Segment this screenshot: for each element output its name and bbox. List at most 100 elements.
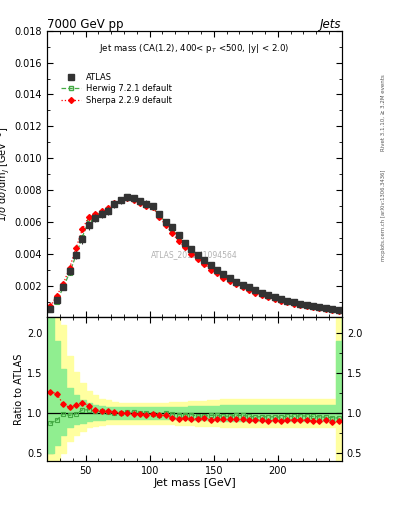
Sherpa 2.2.9 default	[323, 306, 328, 312]
ATLAS	[317, 304, 322, 310]
Herwig 7.2.1 default	[253, 289, 258, 295]
ATLAS	[266, 292, 270, 298]
Sherpa 2.2.9 default	[311, 304, 316, 310]
ATLAS	[151, 203, 155, 209]
ATLAS	[73, 251, 78, 258]
Herwig 7.2.1 default	[163, 219, 168, 225]
Herwig 7.2.1 default	[99, 209, 104, 216]
Sherpa 2.2.9 default	[266, 294, 270, 300]
ATLAS	[311, 303, 316, 309]
Herwig 7.2.1 default	[215, 268, 219, 274]
ATLAS	[183, 240, 187, 246]
ATLAS	[170, 224, 174, 230]
ATLAS	[202, 257, 206, 263]
ATLAS	[272, 294, 277, 300]
Sherpa 2.2.9 default	[119, 197, 123, 203]
Herwig 7.2.1 default	[54, 298, 59, 305]
ATLAS	[125, 194, 130, 200]
Herwig 7.2.1 default	[86, 218, 91, 224]
Herwig 7.2.1 default	[323, 306, 328, 312]
Herwig 7.2.1 default	[48, 307, 53, 313]
Sherpa 2.2.9 default	[48, 303, 53, 309]
Herwig 7.2.1 default	[304, 303, 309, 309]
Herwig 7.2.1 default	[292, 300, 296, 306]
Herwig 7.2.1 default	[336, 307, 341, 313]
Herwig 7.2.1 default	[80, 233, 85, 240]
Herwig 7.2.1 default	[112, 201, 117, 207]
Herwig 7.2.1 default	[61, 285, 66, 291]
Text: mcplots.cern.ch [arXiv:1306.3436]: mcplots.cern.ch [arXiv:1306.3436]	[381, 169, 386, 261]
Sherpa 2.2.9 default	[61, 281, 66, 287]
ATLAS	[112, 201, 117, 207]
Herwig 7.2.1 default	[317, 305, 322, 311]
Sherpa 2.2.9 default	[112, 200, 117, 206]
Sherpa 2.2.9 default	[240, 284, 245, 290]
ATLAS	[304, 302, 309, 308]
ATLAS	[54, 297, 59, 303]
ATLAS	[259, 290, 264, 296]
Line: Sherpa 2.2.9 default: Sherpa 2.2.9 default	[48, 196, 341, 313]
Sherpa 2.2.9 default	[106, 205, 110, 211]
Herwig 7.2.1 default	[125, 193, 130, 199]
ATLAS	[215, 267, 219, 273]
Herwig 7.2.1 default	[311, 304, 316, 310]
Herwig 7.2.1 default	[73, 252, 78, 259]
ATLAS	[163, 219, 168, 225]
Herwig 7.2.1 default	[195, 254, 200, 260]
Herwig 7.2.1 default	[67, 270, 72, 276]
Sherpa 2.2.9 default	[163, 222, 168, 228]
ATLAS	[93, 215, 97, 221]
Herwig 7.2.1 default	[285, 298, 290, 305]
ATLAS	[330, 306, 335, 312]
ATLAS	[279, 296, 283, 302]
Sherpa 2.2.9 default	[285, 299, 290, 305]
ATLAS	[195, 251, 200, 258]
Herwig 7.2.1 default	[157, 212, 162, 219]
ATLAS	[189, 246, 194, 252]
Sherpa 2.2.9 default	[259, 292, 264, 298]
Sherpa 2.2.9 default	[144, 203, 149, 209]
ATLAS	[336, 307, 341, 313]
Herwig 7.2.1 default	[221, 273, 226, 279]
Sherpa 2.2.9 default	[67, 265, 72, 271]
Y-axis label: 1/$\sigma$ d$\sigma$/dm$_J$ [GeV$^{-1}$]: 1/$\sigma$ d$\sigma$/dm$_J$ [GeV$^{-1}$]	[0, 126, 12, 222]
Sherpa 2.2.9 default	[131, 197, 136, 203]
Legend: ATLAS, Herwig 7.2.1 default, Sherpa 2.2.9 default: ATLAS, Herwig 7.2.1 default, Sherpa 2.2.…	[57, 69, 175, 108]
ATLAS	[144, 201, 149, 207]
Sherpa 2.2.9 default	[215, 270, 219, 276]
ATLAS	[99, 211, 104, 217]
Herwig 7.2.1 default	[106, 207, 110, 213]
Sherpa 2.2.9 default	[93, 210, 97, 217]
ATLAS	[106, 208, 110, 214]
Herwig 7.2.1 default	[208, 264, 213, 270]
Sherpa 2.2.9 default	[234, 281, 239, 287]
Line: Herwig 7.2.1 default: Herwig 7.2.1 default	[48, 194, 341, 313]
ATLAS	[323, 305, 328, 311]
ATLAS	[221, 271, 226, 278]
Sherpa 2.2.9 default	[228, 278, 232, 284]
Herwig 7.2.1 default	[247, 286, 252, 292]
Sherpa 2.2.9 default	[195, 256, 200, 262]
Text: Jets: Jets	[320, 18, 342, 31]
ATLAS	[157, 211, 162, 217]
ATLAS	[234, 279, 239, 285]
ATLAS	[208, 262, 213, 268]
ATLAS	[119, 197, 123, 203]
Herwig 7.2.1 default	[330, 307, 335, 313]
Sherpa 2.2.9 default	[292, 301, 296, 307]
Sherpa 2.2.9 default	[183, 244, 187, 250]
Sherpa 2.2.9 default	[138, 200, 142, 206]
Herwig 7.2.1 default	[131, 195, 136, 201]
Herwig 7.2.1 default	[189, 247, 194, 253]
Herwig 7.2.1 default	[279, 297, 283, 303]
Sherpa 2.2.9 default	[157, 214, 162, 220]
Sherpa 2.2.9 default	[221, 274, 226, 281]
Herwig 7.2.1 default	[259, 291, 264, 297]
ATLAS	[80, 237, 85, 243]
ATLAS	[176, 232, 181, 238]
Herwig 7.2.1 default	[240, 283, 245, 289]
Sherpa 2.2.9 default	[208, 267, 213, 273]
Sherpa 2.2.9 default	[99, 208, 104, 214]
Sherpa 2.2.9 default	[176, 238, 181, 244]
Sherpa 2.2.9 default	[304, 303, 309, 309]
